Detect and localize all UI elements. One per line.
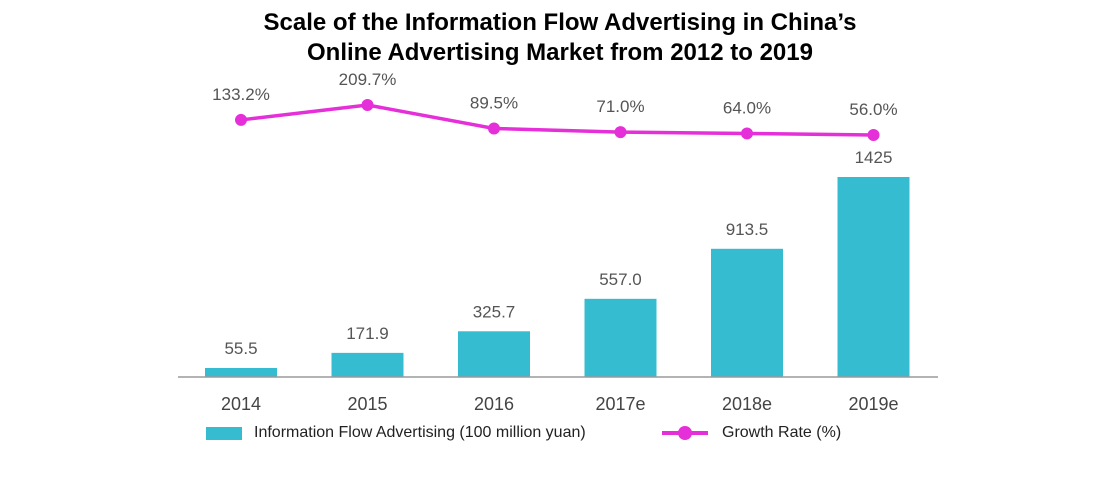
x-tick-2015: 2015	[347, 394, 387, 414]
growth-rate-series	[235, 99, 880, 141]
legend-item-line: Growth Rate (%)	[662, 424, 841, 442]
growth-rate-point-2016	[488, 122, 500, 135]
growth-rate-line	[240, 103, 874, 137]
growth-rate-label-2019e: 56.0%	[849, 100, 897, 119]
bar-label-2015: 171.9	[346, 324, 389, 343]
growth-rate-point-2019e	[867, 129, 880, 141]
x-tick-2017e: 2017e	[595, 394, 645, 414]
bar-2017e	[584, 298, 657, 377]
bar-value-labels: 55.5 171.9 325.7 557.0 913.5 1425	[224, 148, 892, 358]
bar-label-2019e: 1425	[855, 148, 893, 167]
growth-rate-label-2015: 209.7%	[339, 70, 397, 89]
growth-rate-point-2018e	[741, 127, 753, 140]
x-axis-tick-labels: 2014 2015 2016 2017e 2018e 2019e	[221, 394, 899, 414]
growth-rate-point-2015	[361, 99, 374, 111]
growth-rate-label-2018e: 64.0%	[723, 98, 771, 117]
bar-label-2014: 55.5	[224, 339, 257, 358]
growth-rate-point-2017e	[614, 126, 627, 139]
growth-rate-label-2016: 89.5%	[470, 93, 518, 112]
legend-line-swatch	[662, 426, 708, 440]
growth-rate-label-2017e: 71.0%	[596, 97, 644, 116]
legend-line-label: Growth Rate (%)	[722, 424, 842, 441]
legend-bar-label: Information Flow Advertising (100 millio…	[254, 424, 586, 441]
x-tick-2019e: 2019e	[848, 394, 898, 414]
chart-title-line-1: Scale of the Information Flow Advertisin…	[263, 9, 857, 36]
x-tick-2018e: 2018e	[722, 394, 772, 414]
growth-rate-point-2014	[235, 113, 247, 126]
bar-2019e	[837, 177, 910, 377]
bar-label-2016: 325.7	[473, 302, 516, 321]
legend-bar-swatch	[206, 426, 242, 440]
bar-2018e	[711, 248, 783, 377]
bar-series	[205, 177, 910, 377]
bar-2016	[458, 331, 530, 377]
bar-2015	[331, 352, 404, 377]
growth-rate-label-2014: 133.2%	[212, 85, 270, 104]
bar-2014	[205, 368, 277, 377]
legend-item-bars: Information Flow Advertising (100 millio…	[206, 424, 586, 442]
bar-label-2018e: 913.5	[726, 220, 769, 239]
bar-label-2017e: 557.0	[599, 270, 642, 289]
chart-title-line-2: Online Advertising Market from 2012 to 2…	[307, 39, 813, 66]
x-tick-2014: 2014	[221, 394, 261, 414]
growth-rate-labels: 133.2% 209.7% 89.5% 71.0% 64.0% 56.0%	[212, 70, 897, 119]
chart-title: Scale of the Information Flow Advertisin…	[190, 8, 930, 68]
x-tick-2016: 2016	[474, 394, 514, 414]
